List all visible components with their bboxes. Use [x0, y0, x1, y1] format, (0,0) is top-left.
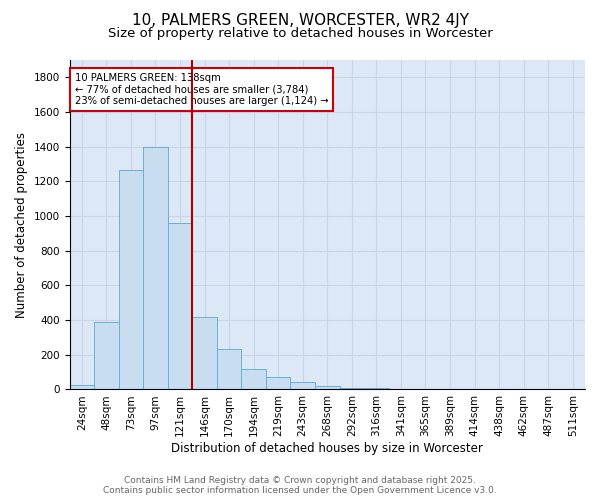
Bar: [70, 385, 94, 390]
Text: 10 PALMERS GREEN: 138sqm
← 77% of detached houses are smaller (3,784)
23% of sem: 10 PALMERS GREEN: 138sqm ← 77% of detach…: [74, 73, 328, 106]
Bar: [266, 378, 290, 390]
Bar: [94, 322, 119, 390]
Text: Contains HM Land Registry data © Crown copyright and database right 2025.
Contai: Contains HM Land Registry data © Crown c…: [103, 476, 497, 495]
Bar: [413, 389, 438, 390]
Bar: [241, 368, 266, 390]
Bar: [168, 223, 192, 390]
Bar: [340, 388, 364, 390]
Bar: [217, 348, 241, 390]
Bar: [290, 382, 315, 390]
X-axis label: Distribution of detached houses by size in Worcester: Distribution of detached houses by size …: [172, 442, 483, 455]
Bar: [389, 388, 413, 390]
Text: 10, PALMERS GREEN, WORCESTER, WR2 4JY: 10, PALMERS GREEN, WORCESTER, WR2 4JY: [131, 12, 469, 28]
Y-axis label: Number of detached properties: Number of detached properties: [15, 132, 28, 318]
Text: Size of property relative to detached houses in Worcester: Size of property relative to detached ho…: [107, 28, 493, 40]
Bar: [143, 146, 168, 390]
Bar: [192, 318, 217, 390]
Bar: [364, 388, 389, 390]
Bar: [119, 170, 143, 390]
Bar: [315, 386, 340, 390]
